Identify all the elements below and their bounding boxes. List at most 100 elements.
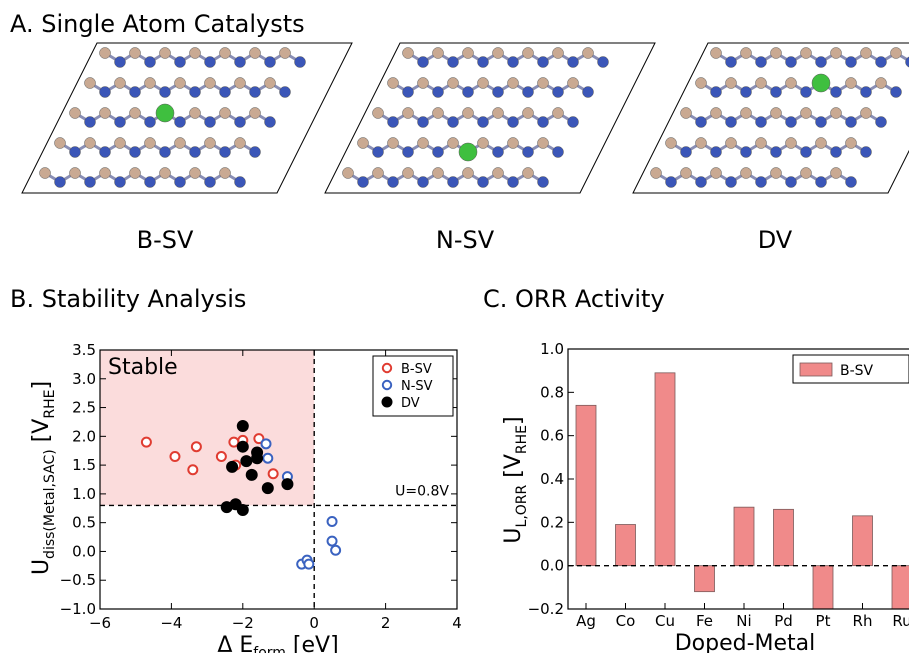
boron-atom xyxy=(830,107,842,119)
nitrogen-atom xyxy=(279,86,291,98)
nitrogen-atom xyxy=(522,86,534,98)
nitrogen-atom xyxy=(860,86,872,98)
nitrogen-atom xyxy=(447,176,459,188)
boron-atom xyxy=(522,167,534,179)
y-tick-label: 2.5 xyxy=(72,399,96,417)
nitrogen-atom xyxy=(477,56,489,68)
boron-atom xyxy=(755,137,767,149)
bar-pd xyxy=(773,508,794,567)
nitrogen-atom xyxy=(432,146,444,158)
point-b-sv xyxy=(215,450,227,462)
point-b-sv xyxy=(267,468,279,480)
nitrogen-atom xyxy=(537,56,549,68)
nitrogen-atom xyxy=(174,176,186,188)
nitrogen-atom xyxy=(189,86,201,98)
point-dv xyxy=(261,482,274,495)
boron-atom xyxy=(755,77,767,89)
boron-atom xyxy=(402,107,414,119)
boron-atom xyxy=(402,47,414,59)
nitrogen-atom xyxy=(129,86,141,98)
x-tick-label: −2 xyxy=(232,614,254,632)
nitrogen-atom xyxy=(174,116,186,128)
boron-atom xyxy=(552,107,564,119)
nitrogen-atom xyxy=(800,146,812,158)
nitrogen-atom xyxy=(264,56,276,68)
boron-atom xyxy=(845,77,857,89)
boron-atom xyxy=(507,77,519,89)
nitrogen-atom xyxy=(189,146,201,158)
boron-atom xyxy=(477,77,489,89)
nitrogen-atom xyxy=(159,86,171,98)
y-tick-label: −1.0 xyxy=(60,600,96,618)
nitrogen-atom xyxy=(905,56,909,68)
boron-atom xyxy=(159,167,171,179)
boron-atom xyxy=(279,47,291,59)
scatter-legend: B-SV N-SV DV xyxy=(372,355,454,417)
boron-atom xyxy=(695,77,707,89)
boron-atom xyxy=(159,47,171,59)
structure-label-nsv: N-SV xyxy=(436,226,495,254)
nitrogen-atom xyxy=(845,116,857,128)
bar-plot-frame xyxy=(567,348,909,610)
nitrogen-atom xyxy=(695,176,707,188)
nitrogen-atom xyxy=(432,86,444,98)
point-dv xyxy=(281,478,294,491)
nitrogen-atom xyxy=(710,86,722,98)
boron-atom xyxy=(387,137,399,149)
nitrogen-atom xyxy=(99,86,111,98)
boron-atom xyxy=(785,137,797,149)
boron-atom xyxy=(800,107,812,119)
x-tick-label: Co xyxy=(616,612,636,630)
x-tick-label: 4 xyxy=(452,614,462,632)
nitrogen-atom xyxy=(84,116,96,128)
boron-atom xyxy=(770,47,782,59)
boron-atom xyxy=(680,167,692,179)
point-n-sv xyxy=(326,535,338,547)
point-n-sv xyxy=(281,471,293,483)
nitrogen-atom xyxy=(597,56,609,68)
boron-atom xyxy=(264,77,276,89)
boron-atom xyxy=(650,167,662,179)
y-tick-label: 1.0 xyxy=(72,485,96,503)
boron-atom xyxy=(447,77,459,89)
boron-atom xyxy=(725,137,737,149)
nitrogen-atom xyxy=(477,116,489,128)
stable-region xyxy=(100,350,315,506)
boron-atom xyxy=(204,137,216,149)
nitrogen-atom xyxy=(219,146,231,158)
nitrogen-atom xyxy=(144,116,156,128)
nitrogen-atom xyxy=(830,146,842,158)
nitrogen-atom xyxy=(234,176,246,188)
boron-atom xyxy=(740,107,752,119)
boron-atom xyxy=(462,47,474,59)
boron-atom xyxy=(144,137,156,149)
nitrogen-atom xyxy=(890,86,902,98)
structures-figure: B-SV N-SV DV xyxy=(21,42,909,254)
boron-atom xyxy=(462,167,474,179)
boron-atom xyxy=(114,137,126,149)
nitrogen-atom xyxy=(582,86,594,98)
boron-atom xyxy=(39,167,51,179)
boron-atom xyxy=(770,167,782,179)
cell-outline xyxy=(324,42,656,194)
boron-atom xyxy=(357,137,369,149)
boron-atom xyxy=(219,107,231,119)
bar-pt xyxy=(812,565,834,610)
nitrogen-atom xyxy=(725,56,737,68)
boron-atom xyxy=(432,47,444,59)
nitrogen-atom xyxy=(815,116,827,128)
x-tick-label: Pt xyxy=(816,612,831,630)
nitrogen-atom xyxy=(174,56,186,68)
boron-atom xyxy=(174,137,186,149)
legend-label: DV xyxy=(401,396,420,411)
boron-atom xyxy=(710,107,722,119)
point-n-sv xyxy=(303,558,315,570)
y-tick-label: 0.8 xyxy=(540,383,564,401)
y-tick-label: 0.5 xyxy=(72,514,96,532)
boron-atom xyxy=(830,167,842,179)
point-dv xyxy=(245,468,258,481)
boron-atom xyxy=(99,107,111,119)
boron-atom xyxy=(740,167,752,179)
nitrogen-atom xyxy=(537,116,549,128)
metal-atom xyxy=(458,142,478,162)
